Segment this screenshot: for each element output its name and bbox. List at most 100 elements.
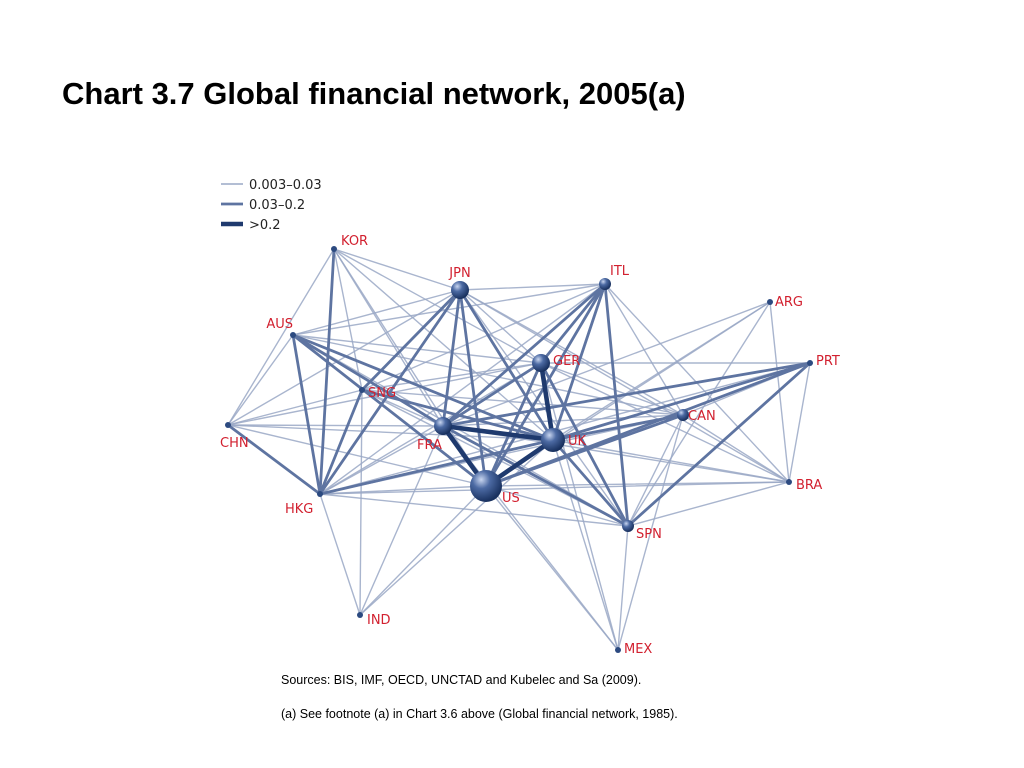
- node-spn: [622, 520, 634, 532]
- edge-jpn-aus: [292, 289, 461, 336]
- edge-can-spn: [627, 414, 684, 527]
- legend-label-tier-3: >0.2: [249, 218, 281, 233]
- edge-uk-ind: [359, 439, 554, 616]
- node-label-can: CAN: [688, 409, 716, 424]
- edge-arg-spn: [627, 301, 771, 527]
- legend: 0.003–0.03 0.03–0.2 >0.2: [221, 178, 322, 233]
- edge-kor-ger: [333, 248, 542, 364]
- edge-kor-jpn: [333, 248, 461, 291]
- edge-hkg-sng: [318, 388, 364, 496]
- edge-ger-hkg: [319, 362, 542, 495]
- edge-chn-aus: [227, 334, 294, 426]
- edge-fra-aus: [291, 333, 445, 428]
- node-layer: [225, 246, 813, 653]
- edge-hkg-chn: [226, 423, 322, 496]
- node-label-fra: FRA: [417, 438, 442, 453]
- node-label-jpn: JPN: [448, 266, 470, 281]
- node-itl: [599, 278, 611, 290]
- edge-arg-fra: [442, 301, 771, 427]
- edge-itl-hkg: [319, 283, 606, 495]
- node-jpn: [451, 281, 469, 299]
- edge-jpn-bra: [459, 289, 790, 483]
- edge-chn-kor: [227, 248, 335, 426]
- edge-uk-prt: [551, 361, 812, 442]
- node-prt: [807, 360, 813, 366]
- edge-spn-fra: [441, 424, 630, 528]
- edge-kor-us: [333, 248, 487, 487]
- node-can: [677, 409, 689, 421]
- node-label-us: US: [502, 491, 520, 506]
- node-ind: [357, 612, 363, 618]
- edge-aus-can: [292, 334, 684, 416]
- legend-label-tier-2: 0.03–0.2: [249, 198, 305, 213]
- footnote: (a) See footnote (a) in Chart 3.6 above …: [281, 707, 678, 721]
- edge-jpn-itl: [459, 283, 606, 291]
- edge-aus-us: [291, 333, 488, 488]
- node-label-hkg: HKG: [285, 502, 313, 517]
- edge-chn-sng: [227, 389, 363, 426]
- edge-uk-mex: [552, 439, 619, 651]
- edge-can-mex: [617, 414, 684, 651]
- edge-itl-ger: [539, 282, 607, 365]
- node-arg: [767, 299, 773, 305]
- node-hkg: [317, 491, 323, 497]
- edge-ger-mex: [540, 362, 619, 651]
- edge-can-fra: [442, 414, 684, 427]
- edge-kor-fra: [333, 248, 444, 427]
- node-label-itl: ITL: [610, 264, 630, 279]
- node-label-prt: PRT: [816, 354, 840, 369]
- edge-itl-fra: [441, 282, 607, 428]
- edge-prt-hkg: [319, 362, 811, 495]
- edge-ger-can: [540, 362, 684, 416]
- node-us: [470, 470, 502, 502]
- edge-spn-prt: [626, 361, 812, 528]
- sources-note: Sources: BIS, IMF, OECD, UNCTAD and Kube…: [281, 673, 642, 687]
- edge-jpn-uk: [458, 288, 555, 442]
- edge-itl-uk: [551, 282, 607, 442]
- chart-title: Chart 3.7 Global financial network, 2005…: [62, 76, 686, 111]
- edge-layer: [226, 247, 812, 651]
- edge-chn-uk: [227, 424, 554, 441]
- edge-us-prt: [484, 361, 812, 488]
- node-sng: [359, 387, 365, 393]
- legend-label-tier-1: 0.003–0.03: [249, 178, 322, 193]
- node-label-chn: CHN: [220, 436, 249, 451]
- edge-jpn-can: [459, 289, 684, 416]
- node-label-ger: GER: [553, 354, 580, 369]
- edge-fra-uk: [440, 423, 556, 443]
- edge-kor-uk: [333, 248, 554, 441]
- node-ger: [532, 354, 550, 372]
- edge-hkg-uk: [318, 438, 555, 496]
- edge-jpn-sng: [360, 288, 462, 392]
- node-chn: [225, 422, 231, 428]
- node-label-uk: UK: [568, 434, 587, 449]
- edge-kor-hkg: [318, 247, 336, 496]
- edge-hkg-ind: [319, 493, 361, 616]
- edge-chn-us: [227, 424, 487, 487]
- node-label-kor: KOR: [341, 234, 368, 249]
- node-label-sng: SNG: [368, 386, 396, 401]
- edge-sng-ind: [359, 389, 363, 616]
- node-label-bra: BRA: [796, 478, 822, 493]
- node-aus: [290, 332, 296, 338]
- edge-spn-mex: [617, 525, 629, 651]
- edge-hkg-spn: [319, 493, 629, 527]
- edge-aus-uk: [291, 333, 555, 442]
- edge-aus-hkg: [291, 333, 322, 496]
- edge-spn-ger: [539, 361, 630, 528]
- edge-us-ind: [359, 485, 487, 616]
- node-label-ind: IND: [367, 613, 391, 628]
- node-label-aus: AUS: [266, 317, 293, 332]
- node-kor: [331, 246, 337, 252]
- edge-aus-ger: [292, 334, 542, 364]
- edge-arg-uk: [552, 301, 771, 441]
- node-mex: [615, 647, 621, 653]
- node-uk: [541, 428, 565, 452]
- edge-fra-prt: [441, 361, 812, 428]
- edge-hkg-bra: [319, 481, 790, 495]
- edge-sng-uk: [360, 388, 555, 442]
- edge-itl-aus: [292, 283, 606, 336]
- node-label-arg: ARG: [775, 295, 803, 310]
- edge-prt-bra: [788, 362, 811, 483]
